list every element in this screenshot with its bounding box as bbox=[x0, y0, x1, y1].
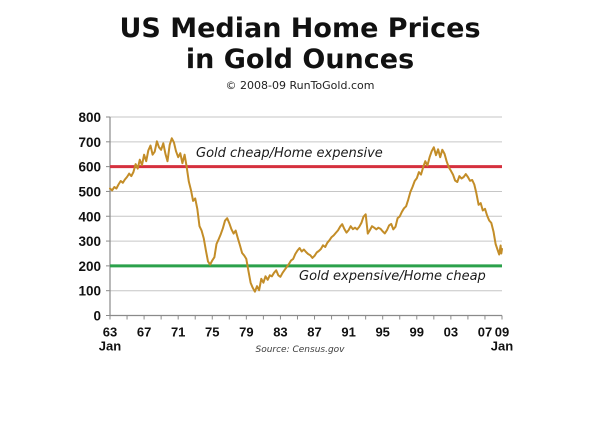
title-block: US Median Home Prices in Gold Ounces © 2… bbox=[0, 13, 600, 92]
x-tick-label: 07 bbox=[478, 325, 492, 340]
x-tick-label: 63 bbox=[103, 325, 117, 340]
chart-title-line1: US Median Home Prices bbox=[119, 13, 481, 44]
x-tick-label: 83 bbox=[273, 325, 287, 340]
x-tick-label: 87 bbox=[307, 325, 321, 340]
x-tick-label: 99 bbox=[410, 325, 424, 340]
y-tick-label: 100 bbox=[78, 284, 101, 299]
y-tick-label: 500 bbox=[78, 184, 101, 199]
x-tick-label: 91 bbox=[341, 325, 355, 340]
x-tick-label: 75 bbox=[205, 325, 219, 340]
y-tick-label: 400 bbox=[78, 209, 101, 224]
y-tick-label: 200 bbox=[78, 259, 101, 274]
y-tick-label: 800 bbox=[78, 110, 101, 125]
x-tick-label: 79 bbox=[239, 325, 253, 340]
y-tick-label: 700 bbox=[78, 135, 101, 150]
y-tick-label: 0 bbox=[93, 309, 101, 324]
source-note: Source: Census.gov bbox=[255, 345, 345, 355]
copyright-note: © 2008-09 RunToGold.com bbox=[225, 79, 375, 92]
x-tick-label: 71 bbox=[171, 325, 185, 340]
x-tick-label: 95 bbox=[375, 325, 389, 340]
chart-title-line2: in Gold Ounces bbox=[185, 44, 415, 75]
x-tick-sublabel: Jan bbox=[491, 339, 513, 354]
x-tick-label: 67 bbox=[137, 325, 151, 340]
annotation-gold-expensive: Gold expensive/Home cheap bbox=[299, 269, 486, 284]
x-tick-sublabel: Jan bbox=[99, 339, 121, 354]
y-tick-label: 300 bbox=[78, 234, 101, 249]
y-tick-label: 600 bbox=[78, 160, 101, 175]
data-series-line bbox=[109, 137, 503, 293]
x-tick-label: 09 bbox=[495, 325, 509, 340]
x-tick-label: 03 bbox=[444, 325, 458, 340]
annotation-gold-cheap: Gold cheap/Home expensive bbox=[196, 146, 383, 161]
